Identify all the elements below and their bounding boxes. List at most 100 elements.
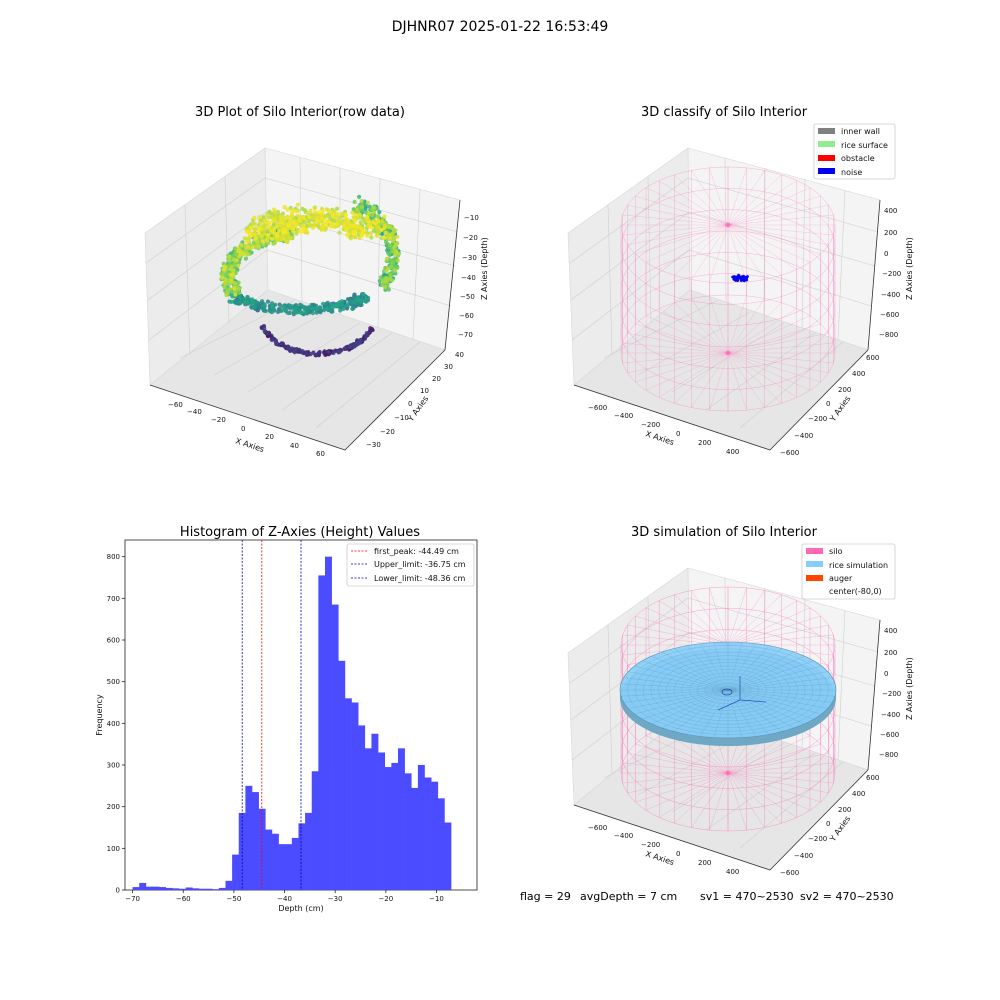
- raw-3d-point: [356, 297, 361, 302]
- histogram-bar: [179, 888, 186, 890]
- legend-label-silo: silo: [829, 547, 843, 556]
- raw-3d-point: [388, 273, 393, 278]
- histogram-bar: [265, 829, 273, 890]
- silo-spoke: [727, 332, 829, 354]
- silo-spoke: [727, 224, 747, 283]
- raw-3d-z-tick: −10: [464, 214, 479, 222]
- raw-3d-point: [302, 305, 307, 310]
- raw-3d-point: [269, 236, 275, 241]
- simulation-3d-z-tick: 200: [884, 649, 897, 657]
- raw-3d-point: [338, 308, 343, 313]
- raw-3d-point: [394, 251, 399, 256]
- raw-3d-point: [282, 305, 287, 310]
- raw-3d-y-tick: 30: [444, 363, 453, 371]
- raw-3d-point: [308, 352, 313, 357]
- raw-3d-point: [328, 224, 334, 229]
- histogram-bar: [238, 812, 246, 890]
- raw-3d-point: [252, 232, 257, 237]
- raw-3d-point: [286, 346, 291, 351]
- histogram-x-ticks: −70 −60 −50 −40 −30 −20 −10: [125, 890, 444, 903]
- raw-3d-point: [336, 219, 341, 224]
- raw-3d-point: [355, 207, 360, 212]
- raw-3d-point: [233, 292, 238, 297]
- rice-surface-mesh: [727, 689, 833, 703]
- raw-3d-point: [369, 235, 374, 240]
- raw-3d-point: [369, 225, 375, 230]
- raw-3d-point: [293, 306, 298, 312]
- silo-spoke: [659, 308, 729, 354]
- silo-spoke: [691, 224, 729, 280]
- raw-3d-point: [384, 240, 389, 245]
- raw-3d-point: [267, 221, 272, 226]
- raw-3d-point: [278, 215, 283, 220]
- silo-spoke: [727, 590, 765, 646]
- silo-spoke: [691, 352, 729, 408]
- histogram-y-tick-label: 0: [116, 887, 120, 895]
- raw-3d-y-tick: 40: [455, 351, 464, 359]
- raw-3d-z-tick: −50: [460, 293, 475, 301]
- raw-3d-point: [290, 225, 295, 231]
- silo-spoke: [727, 315, 811, 354]
- raw-3d-point: [262, 307, 267, 313]
- legend-label-noise: noise: [841, 168, 862, 177]
- raw-3d-point: [269, 303, 274, 308]
- rice-surface-mesh: [686, 645, 729, 691]
- silo-spoke: [709, 224, 729, 283]
- raw-3d-point: [329, 302, 334, 307]
- classify-3d-z-tick: −400: [881, 291, 900, 299]
- rice-center-marker: [721, 688, 733, 696]
- raw-3d-point: [264, 212, 270, 217]
- raw-3d-point: [310, 311, 316, 316]
- noise-point: [740, 278, 744, 282]
- classify-3d-x-label: X Axies: [644, 429, 675, 447]
- raw-3d-point: [339, 211, 345, 216]
- silo-spoke: [645, 315, 729, 354]
- silo-spoke: [674, 594, 729, 646]
- raw-3d-point: [390, 260, 395, 265]
- raw-3d-point: [272, 226, 277, 231]
- histogram-bar: [152, 886, 160, 890]
- legend-label-center: center(-80,0): [829, 587, 882, 596]
- silo-spoke: [727, 600, 797, 646]
- classify-3d-x-tick: 0: [676, 430, 680, 438]
- legend-swatch-rice-surface: [818, 141, 835, 147]
- raw-3d-point: [365, 233, 370, 238]
- simulation-3d-z-tick: 0: [884, 670, 888, 678]
- classify-3d-z-tick: 400: [884, 207, 897, 215]
- rice-surface-mesh: [727, 642, 743, 691]
- simulation-3d-y-ticks: −600 −400 −200 0 200 400 600: [780, 774, 879, 877]
- raw-3d-point: [364, 299, 369, 304]
- histogram-bar: [159, 887, 167, 890]
- histogram-bar: [384, 767, 392, 890]
- raw-3d-point: [343, 216, 348, 221]
- simulation-3d-z-tick: −600: [880, 731, 899, 739]
- raw-3d-point: [364, 333, 369, 338]
- histogram-y-tick-label: 600: [107, 637, 120, 645]
- rice-surface-mesh: [628, 671, 729, 691]
- silo-spoke: [622, 762, 729, 774]
- silo-spoke: [659, 180, 729, 226]
- histogram-bar: [198, 888, 206, 890]
- raw-3d-point: [353, 341, 358, 346]
- raw-3d-point: [343, 212, 348, 217]
- noise-point: [732, 277, 736, 281]
- raw-3d-point: [236, 249, 241, 254]
- raw-3d-point: [364, 294, 369, 300]
- noise-point: [744, 278, 747, 281]
- simulation-3d-x-tick: −600: [588, 824, 607, 832]
- silo-spoke: [709, 352, 729, 411]
- silo-spoke: [727, 167, 747, 226]
- raw-3d-point: [300, 206, 305, 211]
- histogram-bar: [212, 889, 220, 890]
- silo-spoke: [727, 224, 834, 236]
- silo-spoke: [674, 772, 729, 824]
- rice-surface-mesh: [620, 689, 729, 697]
- raw-3d-point: [292, 350, 297, 355]
- raw-3d-point: [283, 216, 288, 221]
- raw-3d-point: [364, 229, 369, 234]
- rice-surface-mesh: [673, 689, 729, 732]
- raw-3d-point: [286, 223, 291, 228]
- raw-3d-point: [346, 219, 351, 224]
- histogram-y-tick-label: 700: [107, 595, 120, 603]
- raw-3d-point: [243, 256, 248, 261]
